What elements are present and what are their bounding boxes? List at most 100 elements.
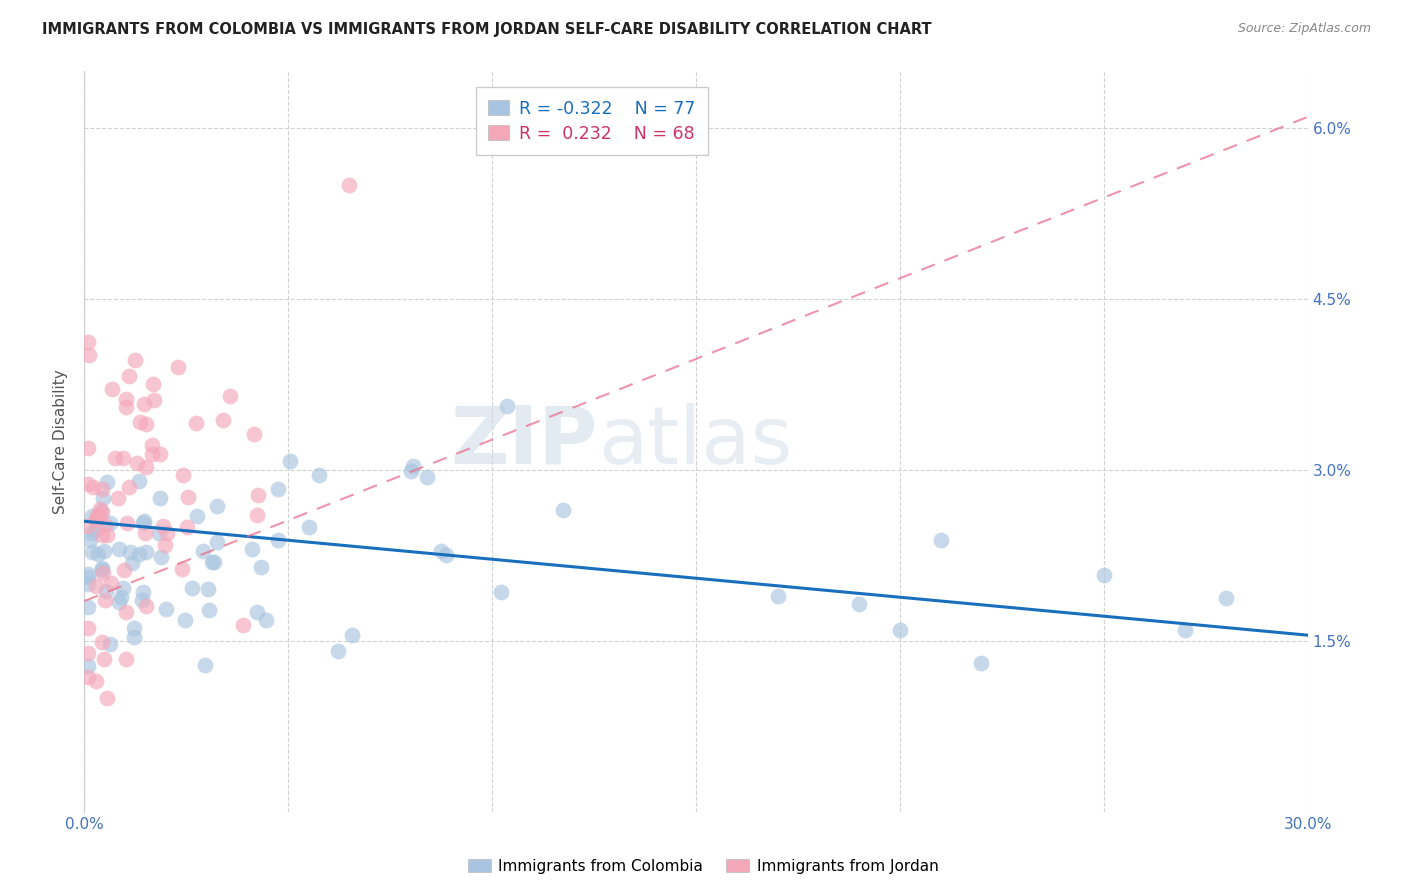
Point xyxy=(1092,567,1115,582)
Point xyxy=(87,547,110,561)
Point xyxy=(96,528,118,542)
Point xyxy=(132,514,155,528)
Point xyxy=(112,563,135,577)
Point xyxy=(339,178,361,193)
Point xyxy=(90,504,112,518)
Point xyxy=(91,482,114,496)
Point xyxy=(149,491,172,506)
Point xyxy=(115,652,138,666)
Point xyxy=(246,488,269,502)
Point xyxy=(170,562,193,576)
Text: IMMIGRANTS FROM COLOMBIA VS IMMIGRANTS FROM JORDAN SELF-CARE DISABILITY CORRELAT: IMMIGRANTS FROM COLOMBIA VS IMMIGRANTS F… xyxy=(42,22,932,37)
Point xyxy=(308,467,330,482)
Point xyxy=(181,581,204,595)
Text: Source: ZipAtlas.com: Source: ZipAtlas.com xyxy=(1237,22,1371,36)
Point xyxy=(84,673,107,688)
Point xyxy=(77,621,100,635)
Point xyxy=(489,585,512,599)
Point xyxy=(496,400,519,414)
Point xyxy=(143,393,166,408)
Point xyxy=(430,544,453,558)
Point xyxy=(155,602,177,616)
Point xyxy=(118,368,141,383)
Point xyxy=(101,382,124,396)
Point xyxy=(115,516,138,531)
Point xyxy=(551,502,574,516)
Legend: R = -0.322    N = 77, R =  0.232    N = 68: R = -0.322 N = 77, R = 0.232 N = 68 xyxy=(477,87,709,154)
Point xyxy=(90,560,112,574)
Point xyxy=(194,657,217,672)
Point xyxy=(246,508,269,523)
Point xyxy=(298,520,321,534)
Point xyxy=(77,570,100,584)
Point xyxy=(156,525,179,540)
Point xyxy=(77,577,100,591)
Point xyxy=(115,605,138,619)
Point xyxy=(94,583,117,598)
Point xyxy=(124,621,146,635)
Point xyxy=(243,426,266,441)
Point xyxy=(205,535,228,549)
Point xyxy=(132,516,155,531)
Point xyxy=(135,459,157,474)
Point xyxy=(1174,624,1197,638)
Point xyxy=(107,491,129,505)
Point xyxy=(155,538,177,552)
Point xyxy=(77,519,100,533)
Point xyxy=(191,543,214,558)
Point xyxy=(129,416,152,430)
Point xyxy=(77,441,100,455)
Point xyxy=(77,348,100,362)
Point xyxy=(77,646,100,660)
Point xyxy=(218,389,240,403)
Point xyxy=(121,556,143,570)
Point xyxy=(87,510,110,524)
Point xyxy=(118,481,141,495)
Point xyxy=(254,613,277,627)
Point xyxy=(202,555,225,569)
Point xyxy=(90,563,112,577)
Point xyxy=(108,541,131,556)
Point xyxy=(77,567,100,582)
Point xyxy=(122,630,145,644)
Point xyxy=(240,542,263,557)
Point xyxy=(231,617,253,632)
Point xyxy=(132,397,155,411)
Point xyxy=(100,576,122,591)
Point xyxy=(250,559,273,574)
Point xyxy=(416,470,439,484)
Point xyxy=(141,438,163,452)
Point xyxy=(93,544,115,558)
Point xyxy=(128,475,150,489)
Point xyxy=(402,458,425,473)
Point xyxy=(114,400,136,414)
Point xyxy=(112,581,135,595)
Point xyxy=(110,590,132,604)
Point xyxy=(340,628,363,642)
Point xyxy=(104,450,127,465)
Point xyxy=(84,522,107,536)
Point xyxy=(77,670,100,684)
Point xyxy=(434,549,457,563)
Point xyxy=(127,456,149,470)
Point xyxy=(79,533,101,548)
Point xyxy=(80,509,103,524)
Point xyxy=(94,592,117,607)
Y-axis label: Self-Care Disability: Self-Care Disability xyxy=(53,369,69,514)
Point xyxy=(108,595,131,609)
Point xyxy=(82,480,104,494)
Point xyxy=(77,599,100,614)
Point xyxy=(201,555,224,569)
Point xyxy=(77,335,100,350)
Point xyxy=(134,526,156,541)
Point xyxy=(848,597,870,611)
Point xyxy=(131,593,153,607)
Point xyxy=(152,519,174,533)
Point xyxy=(174,614,197,628)
Point xyxy=(134,417,156,432)
Point xyxy=(91,566,114,580)
Point xyxy=(177,490,200,504)
Point xyxy=(87,508,110,523)
Point xyxy=(278,454,301,468)
Point xyxy=(98,516,121,530)
